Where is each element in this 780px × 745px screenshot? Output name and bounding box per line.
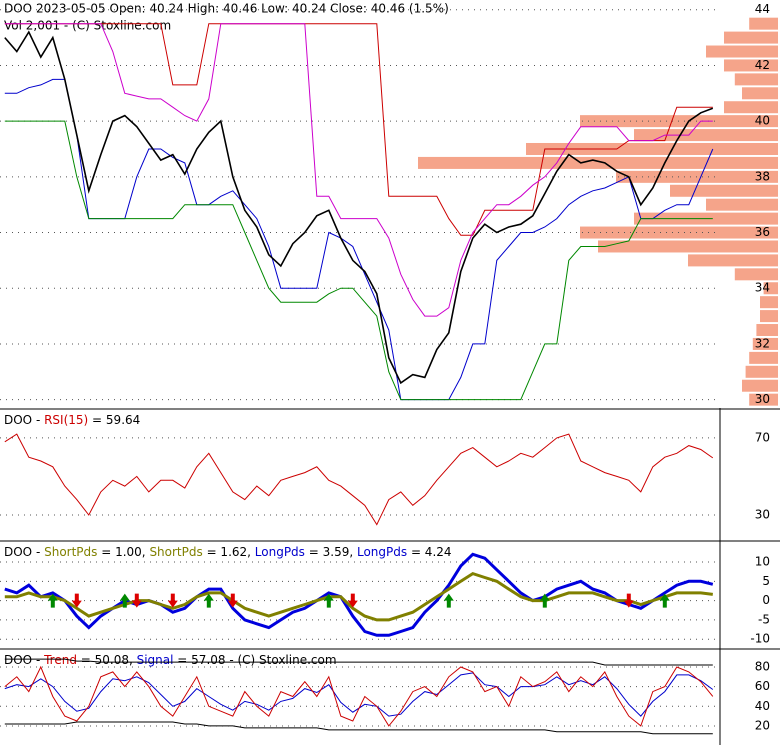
y-tick-label: 30 [755, 507, 770, 521]
volume-profile-bar [760, 296, 778, 309]
header-part: = 50.08, [77, 653, 137, 667]
volume-profile-bar [724, 31, 778, 44]
chart-title: DOO 2023-05-05 Open: 40.24 High: 40.46 L… [4, 2, 449, 16]
volume-profile-bar [688, 254, 778, 267]
header-part: DOO - [4, 545, 44, 559]
series-line [4, 721, 713, 735]
header-part: = 1.62, [203, 545, 255, 559]
y-tick-label: 34 [755, 281, 770, 295]
signal-arrow [71, 593, 82, 608]
volume-profile-bar [749, 17, 778, 30]
header-part: = 59.64 [88, 413, 140, 427]
series-line [4, 120, 713, 401]
signal-arrow [47, 593, 58, 608]
series-line [4, 552, 714, 637]
volume-profile-bar [598, 240, 778, 253]
volume-profile-bar [734, 73, 778, 86]
volume-profile-bar [634, 129, 778, 142]
signal-arrow [203, 593, 214, 608]
series-line [4, 433, 714, 526]
y-tick-label: 42 [755, 58, 770, 72]
header-part: LongPds [255, 545, 305, 559]
chart-subtitle: Vol 2,001 - (C) Stoxline.com [4, 19, 171, 33]
signal-arrow [443, 593, 454, 608]
y-tick-label: 38 [755, 169, 770, 183]
volume-profile-bar [756, 324, 778, 337]
y-tick-label: 36 [755, 225, 770, 239]
signal-arrow [659, 593, 670, 608]
header-part: ShortPds [149, 545, 202, 559]
y-tick-label: 0 [762, 593, 770, 607]
volume-profile-bar [724, 59, 778, 72]
signal-arrow [539, 593, 550, 608]
header-part: = 4.24 [407, 545, 451, 559]
series-line [4, 23, 713, 236]
header-part: ShortPds [44, 545, 97, 559]
signal-arrow [227, 593, 238, 608]
y-tick-label: -10 [750, 632, 770, 646]
signal-arrow [167, 593, 178, 608]
volume-profile-bar [760, 310, 778, 323]
panel-header: DOO - RSI(15) = 59.64 [4, 413, 140, 427]
volume-profile-bar [418, 156, 778, 169]
panel-header: DOO - ShortPds = 1.00, ShortPds = 1.62, … [4, 545, 452, 559]
volume-profile-bar [670, 184, 778, 197]
volume-profile-bar [745, 365, 778, 378]
signal-arrow [131, 593, 142, 608]
signal-arrow [623, 593, 634, 608]
volume-profile-bar [752, 337, 778, 350]
volume-profile-bar [706, 45, 778, 58]
signal-arrow [119, 593, 130, 608]
y-tick-label: 10 [755, 555, 770, 569]
panel-header: DOO - Trend = 50.08, Signal = 57.08 - (C… [4, 653, 337, 667]
volume-profile-bar [706, 198, 778, 211]
y-tick-label: 5 [762, 574, 770, 588]
series-line [4, 571, 713, 622]
header-part: Signal [137, 653, 174, 667]
volume-profile-bar [742, 87, 778, 100]
y-tick-label: 30 [755, 392, 770, 406]
volume-profile-bar [742, 379, 778, 392]
series-line [4, 23, 713, 317]
y-tick-label: 20 [755, 718, 770, 732]
volume-profile-bar [724, 101, 778, 114]
y-tick-label: 60 [755, 679, 770, 693]
header-part: DOO - [4, 413, 44, 427]
y-tick-label: 40 [755, 114, 770, 128]
series-line [4, 665, 714, 727]
volume-profile-bar [526, 142, 778, 155]
header-part: = 1.00, [97, 545, 149, 559]
volume-profile-bar [749, 393, 778, 406]
series-line [4, 658, 713, 666]
header-part: = 3.59, [305, 545, 357, 559]
y-tick-label: 44 [755, 2, 770, 16]
header-part: RSI(15) [44, 413, 88, 427]
y-tick-label: 40 [755, 699, 770, 713]
volume-profile-bar [734, 268, 778, 281]
y-tick-label: 70 [755, 430, 770, 444]
series-line [4, 30, 714, 385]
y-tick-label: -5 [758, 612, 770, 626]
volume-profile-bar [749, 351, 778, 364]
y-tick-label: 80 [755, 659, 770, 673]
signal-arrow [323, 593, 334, 608]
volume-profile-bar [763, 282, 778, 295]
header-part: LongPds [357, 545, 407, 559]
y-tick-label: 32 [755, 336, 770, 350]
header-part: = 57.08 - (C) Stoxline.com [173, 653, 336, 667]
signal-arrow [347, 593, 358, 608]
